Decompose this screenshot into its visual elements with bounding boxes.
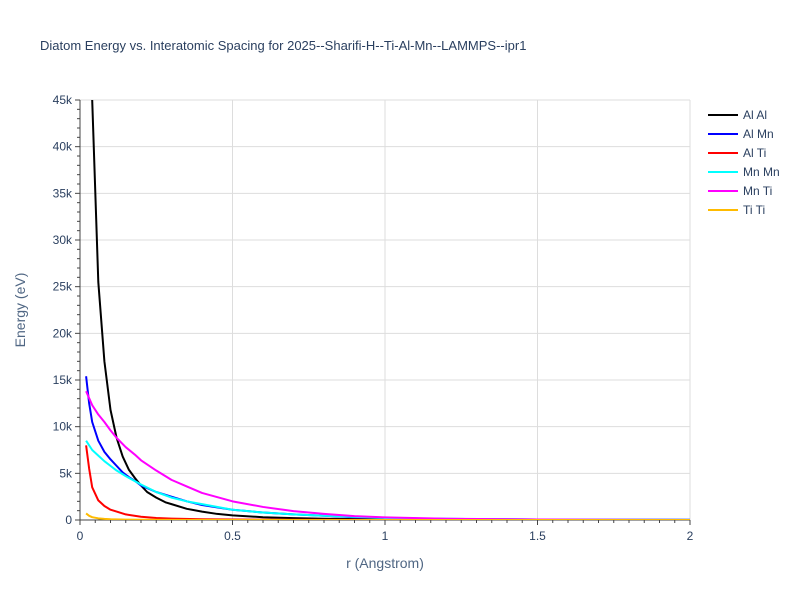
y-tick-label: 35k bbox=[53, 186, 73, 200]
legend-label: Mn Ti bbox=[743, 184, 772, 198]
y-tick-label: 30k bbox=[53, 233, 73, 247]
legend-label: Al Ti bbox=[743, 146, 766, 160]
y-tick-label: 40k bbox=[53, 140, 73, 154]
legend: Al Al Al Mn Al Ti Mn Mn Mn Ti Ti Ti bbox=[708, 108, 780, 217]
y-tick-label: 5k bbox=[59, 466, 73, 480]
legend-label: Al Al bbox=[743, 108, 767, 122]
tick-labels: 0 5k 10k 15k 20k 25k 30k 35k 40k 45k 0 0.5 1 1.5 2 bbox=[53, 93, 694, 543]
y-tick-label: 25k bbox=[53, 280, 73, 294]
y-tick-label: 0 bbox=[65, 513, 72, 527]
y-axis-title: Energy (eV) bbox=[12, 273, 28, 348]
legend-label: Mn Mn bbox=[743, 165, 780, 179]
chart-title: Diatom Energy vs. Interatomic Spacing fo… bbox=[40, 38, 526, 53]
legend-label: Ti Ti bbox=[743, 203, 765, 217]
plot-lines bbox=[85, 100, 690, 520]
series-line-mn-ti bbox=[85, 390, 690, 520]
y-tick-label: 20k bbox=[53, 326, 73, 340]
legend-label: Al Mn bbox=[743, 127, 774, 141]
series-line-ti-ti bbox=[85, 512, 690, 520]
x-tick-label: 1 bbox=[382, 529, 389, 543]
grid bbox=[80, 99, 691, 520]
x-tick-label: 0.5 bbox=[224, 529, 241, 543]
y-tick-label: 10k bbox=[53, 420, 73, 434]
y-tick-label: 45k bbox=[53, 93, 73, 107]
x-tick-label: 2 bbox=[687, 529, 694, 543]
x-tick-label: 0 bbox=[77, 529, 84, 543]
x-axis-title: r (Angstrom) bbox=[346, 555, 424, 571]
y-tick-label: 15k bbox=[53, 373, 73, 387]
x-tick-label: 1.5 bbox=[529, 529, 546, 543]
